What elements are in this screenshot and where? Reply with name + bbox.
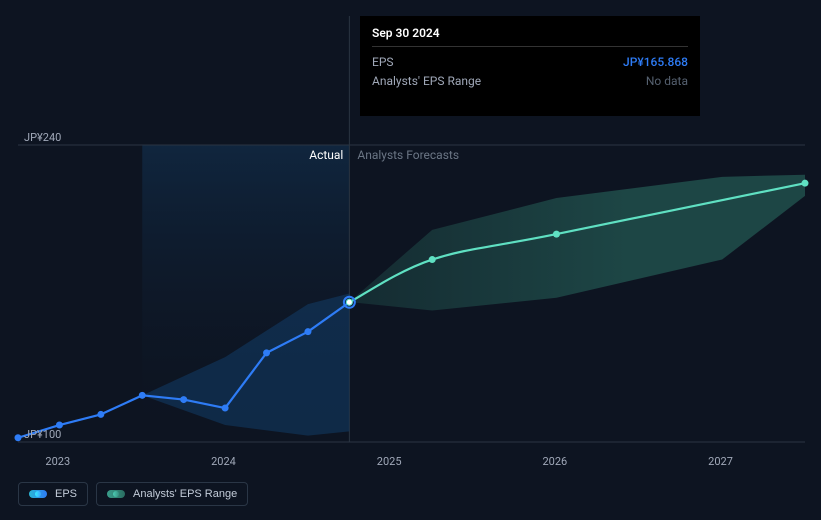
legend-item[interactable]: EPS — [18, 482, 88, 506]
x-axis-label: 2023 — [45, 455, 70, 468]
tooltip-row: EPS JP¥165.868 — [372, 53, 688, 72]
y-axis-label: JP¥240 — [24, 131, 61, 144]
eps-chart: Actual Analysts Forecasts JP¥240 JP¥100 2… — [0, 0, 821, 520]
legend-item[interactable]: Analysts' EPS Range — [96, 482, 248, 506]
chart-tooltip: Sep 30 2024 EPSJP¥165.868Analysts' EPS R… — [360, 16, 700, 116]
x-axis-label: 2024 — [211, 455, 236, 468]
legend-swatch-icon — [107, 490, 125, 498]
tooltip-divider — [372, 46, 688, 47]
tooltip-row-value: No data — [646, 72, 688, 91]
tooltip-row-label: Analysts' EPS Range — [372, 72, 481, 91]
legend-label: EPS — [55, 488, 77, 500]
tooltip-row-value: JP¥165.868 — [623, 53, 688, 72]
legend-swatch-icon — [29, 490, 47, 498]
tooltip-row: Analysts' EPS Range No data — [372, 72, 688, 91]
tooltip-row-label: EPS — [372, 53, 394, 72]
section-label-forecast: Analysts Forecasts — [357, 148, 459, 162]
section-label-actual: Actual — [299, 148, 343, 162]
x-axis-label: 2025 — [377, 455, 402, 468]
tooltip-date: Sep 30 2024 — [372, 26, 688, 40]
x-axis-label: 2026 — [542, 455, 567, 468]
chart-legend: EPS Analysts' EPS Range — [18, 482, 248, 506]
x-axis-label: 2027 — [708, 455, 733, 468]
legend-label: Analysts' EPS Range — [133, 488, 237, 500]
y-axis-label: JP¥100 — [24, 428, 61, 441]
